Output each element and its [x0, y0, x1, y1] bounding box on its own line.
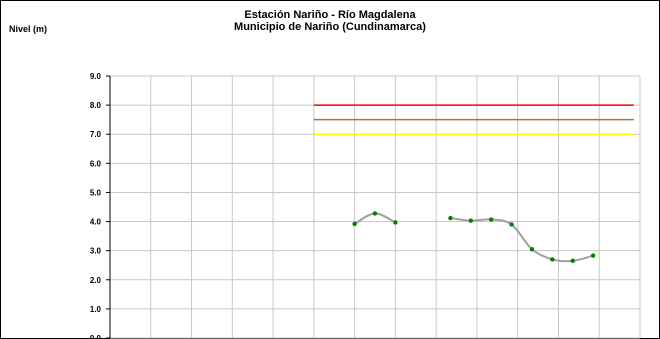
data-point — [509, 222, 514, 227]
y-tick-label: 4.0 — [90, 218, 102, 227]
y-axis-label: Nivel (m) — [9, 24, 48, 34]
y-tick-label: 8.0 — [90, 101, 102, 110]
data-point — [570, 258, 575, 264]
threshold-lines — [313, 104, 634, 135]
series-line — [450, 217, 594, 263]
series — [352, 211, 596, 264]
chart-title: Estación Nariño - Río Magdalena — [244, 9, 416, 21]
data-point — [372, 211, 378, 216]
y-tick-label: 7.0 — [90, 130, 102, 139]
data-point — [448, 215, 453, 221]
y-tick-label: 0.0 — [90, 334, 102, 339]
y-tick-label: 5.0 — [90, 188, 102, 197]
grid — [110, 75, 641, 339]
data-point — [352, 221, 357, 227]
axes: 0.0 1.0 2.0 3.0 4.0 5.0 6.0 7.0 8.0 9.0 — [90, 72, 111, 339]
data-point — [550, 257, 555, 262]
data-point — [468, 218, 474, 223]
data-point — [488, 217, 494, 222]
y-tick-label: 9.0 — [90, 72, 102, 81]
data-point — [393, 220, 398, 225]
data-point — [529, 247, 535, 252]
data-point — [590, 253, 596, 258]
y-tick-label: 1.0 — [90, 305, 102, 314]
y-tick-label: 6.0 — [90, 159, 102, 168]
y-tick-label: 3.0 — [90, 247, 102, 256]
y-tick-label: 2.0 — [90, 276, 102, 285]
chart-subtitle: Municipio de Nariño (Cundinamarca) — [234, 21, 426, 33]
